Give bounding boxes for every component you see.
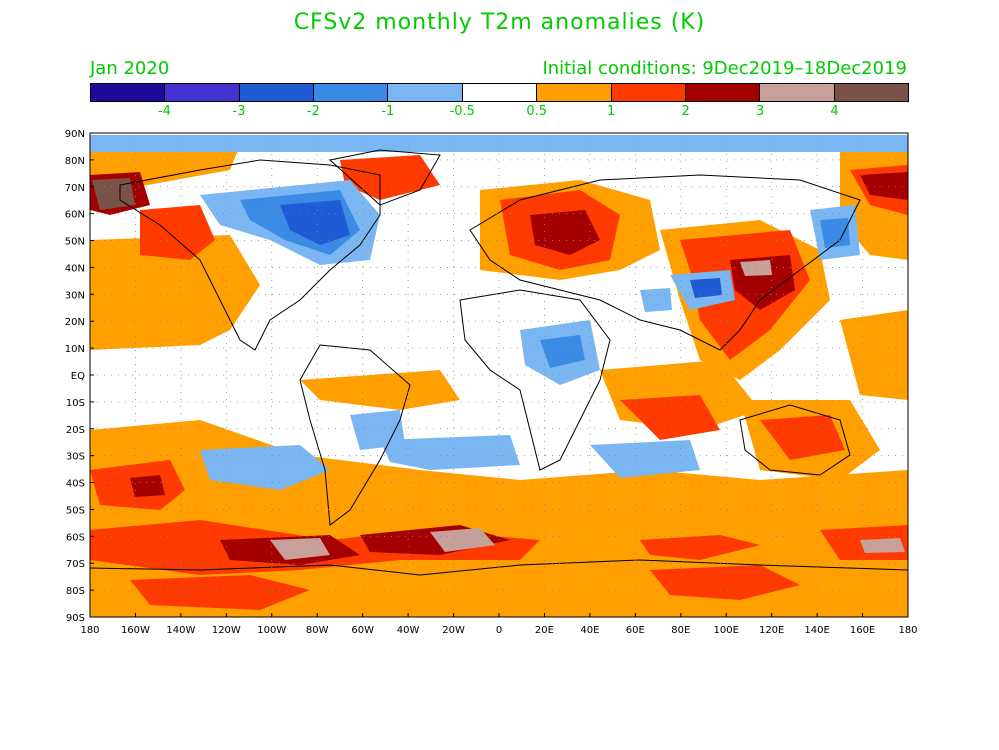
- lon-tick-label: 160W: [121, 625, 150, 636]
- legend-swatch: [165, 84, 240, 101]
- lon-tick-label: 80W: [306, 625, 329, 636]
- color-legend: [90, 83, 909, 102]
- legend-swatch: [388, 84, 463, 101]
- lon-tick-label: 140W: [166, 625, 195, 636]
- legend-tick-label: 0.5: [526, 104, 548, 119]
- lat-tick-label: 80N: [65, 156, 85, 167]
- legend-swatch: [834, 84, 908, 101]
- lat-tick-label: 60S: [66, 532, 85, 543]
- lat-tick-label: 50N: [65, 237, 85, 248]
- longitude-axis: 180 160W 140W 120W 100W 80W 60W 40W 20W 0 20E 40E 60…: [80, 613, 918, 636]
- lon-tick-label: 60E: [626, 625, 645, 636]
- lon-tick-label: 100W: [257, 625, 286, 636]
- lat-tick-label: 20S: [66, 425, 85, 436]
- anomaly-field: [90, 133, 908, 617]
- map-title: CFSv2 monthly T2m anomalies (K): [293, 10, 706, 35]
- legend-tick-label: 2: [681, 104, 690, 119]
- legend-swatch: [537, 84, 612, 101]
- legend-swatch: [685, 84, 761, 101]
- lon-tick-label: 160E: [850, 625, 875, 636]
- lat-tick-label: 10S: [66, 398, 85, 409]
- legend-tick-label: -3: [232, 104, 246, 119]
- lat-tick-label: 50S: [66, 505, 85, 516]
- lat-tick-label: 40N: [65, 263, 85, 274]
- lat-tick-label: 30S: [66, 452, 85, 463]
- lat-tick-label: 40S: [66, 479, 85, 490]
- legend-swatch: [239, 84, 315, 101]
- lat-tick-label: 80S: [66, 586, 85, 597]
- lat-tick-label: 70N: [65, 183, 85, 194]
- legend-swatch: [611, 84, 686, 101]
- legend-swatch: [314, 84, 389, 101]
- legend-swatch: [91, 84, 166, 101]
- legend-tick-label: -2: [306, 104, 320, 119]
- legend-swatch: [760, 84, 835, 101]
- legend-tick-label: -4: [157, 104, 171, 119]
- lon-tick-label: 0: [496, 625, 502, 636]
- lon-tick-label: 40W: [397, 625, 420, 636]
- lon-tick-label: 100E: [714, 625, 739, 636]
- lat-tick-label: 90N: [65, 129, 85, 140]
- lon-tick-label: 120W: [212, 625, 241, 636]
- lon-tick-label: 20W: [442, 625, 465, 636]
- lat-tick-label: 30N: [65, 290, 85, 301]
- lat-tick-label: 10N: [65, 344, 85, 355]
- legend-tick-label: 3: [755, 104, 765, 119]
- legend-swatch: [462, 84, 538, 101]
- legend-tick-labels: -4 -3 -2 -1 -0.5 0.5 1 2 3 4: [90, 104, 909, 122]
- lon-tick-label: 40E: [580, 625, 599, 636]
- lon-tick-label: 60W: [351, 625, 374, 636]
- lat-tick-label: EQ: [71, 371, 85, 382]
- lat-tick-label: 70S: [66, 559, 85, 570]
- legend-tick-label: 1: [607, 104, 616, 119]
- lon-tick-label: 180: [80, 625, 99, 636]
- lon-tick-label: 120E: [759, 625, 784, 636]
- initial-conditions: Initial conditions: 9Dec2019–18Dec2019: [542, 58, 907, 79]
- forecast-month: Jan 2020: [90, 58, 170, 79]
- lat-tick-label: 90S: [66, 613, 85, 624]
- lat-tick-label: 20N: [65, 317, 85, 328]
- latitude-axis: 90N 80N 70N 60N 50N 40N 30N 20N 10N EQ 10S 20S 30S 40…: [65, 129, 94, 624]
- lon-tick-label: 180: [898, 625, 917, 636]
- legend-tick-label: -1: [381, 104, 395, 119]
- lon-tick-label: 20E: [535, 625, 554, 636]
- legend-tick-label: 4: [830, 104, 839, 119]
- lon-tick-label: 140E: [804, 625, 829, 636]
- lon-tick-label: 80E: [671, 625, 690, 636]
- legend-tick-label: -0.5: [449, 104, 475, 119]
- lat-tick-label: 60N: [65, 210, 85, 221]
